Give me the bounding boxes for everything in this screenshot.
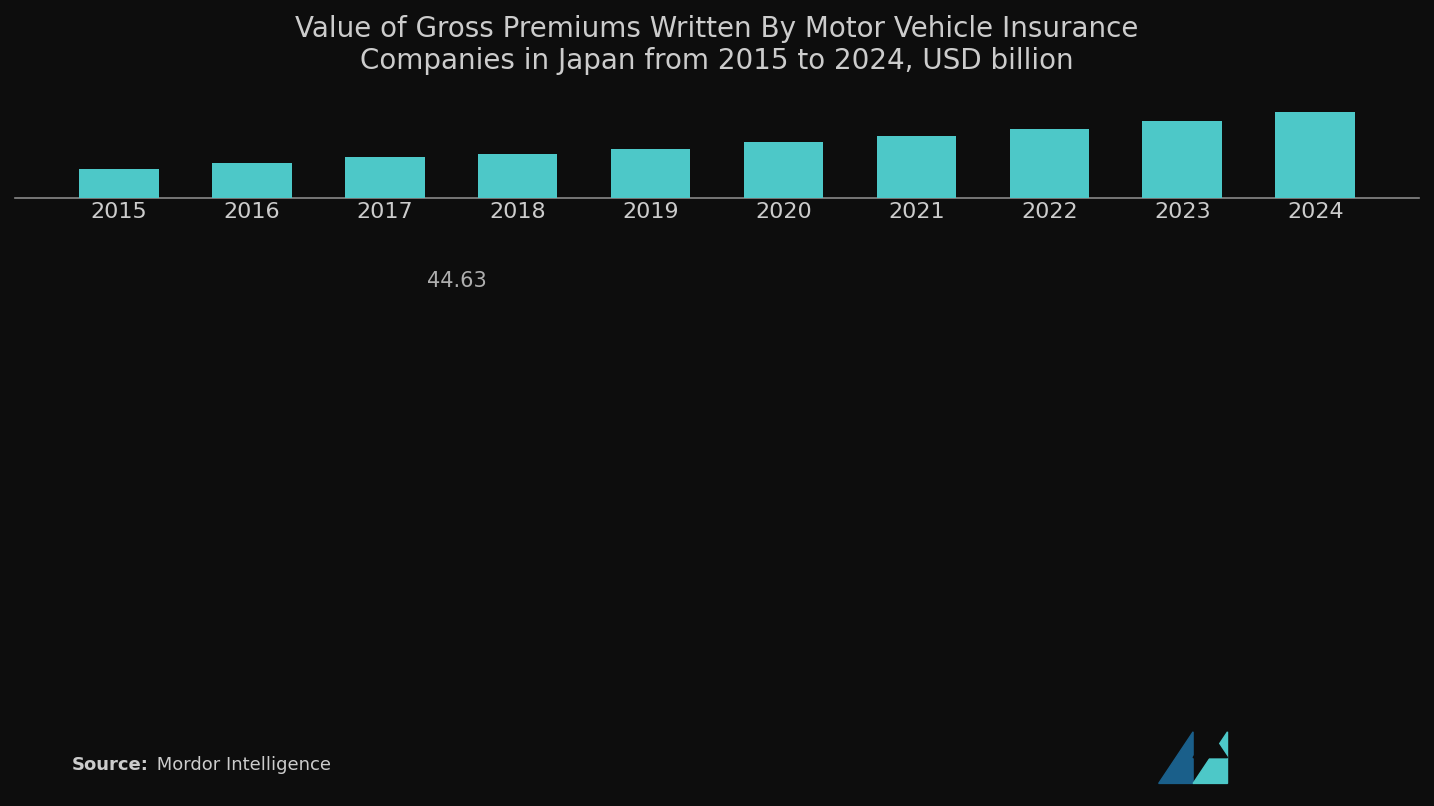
Bar bbox=[1275, 112, 1355, 405]
Bar bbox=[611, 149, 690, 405]
Title: Value of Gross Premiums Written By Motor Vehicle Insurance
Companies in Japan fr: Value of Gross Premiums Written By Motor… bbox=[295, 15, 1139, 76]
Bar bbox=[1010, 129, 1090, 405]
Polygon shape bbox=[1193, 732, 1228, 783]
Polygon shape bbox=[1159, 732, 1193, 783]
Text: 44.63: 44.63 bbox=[427, 272, 488, 292]
Bar bbox=[1143, 121, 1222, 405]
Bar bbox=[478, 154, 558, 405]
Text: Source:: Source: bbox=[72, 756, 149, 774]
Bar bbox=[79, 169, 159, 405]
Bar bbox=[344, 157, 424, 405]
Text: Mordor Intelligence: Mordor Intelligence bbox=[151, 756, 331, 774]
Polygon shape bbox=[1193, 732, 1228, 758]
Bar bbox=[876, 135, 956, 405]
Bar bbox=[212, 163, 291, 405]
Bar bbox=[744, 143, 823, 405]
